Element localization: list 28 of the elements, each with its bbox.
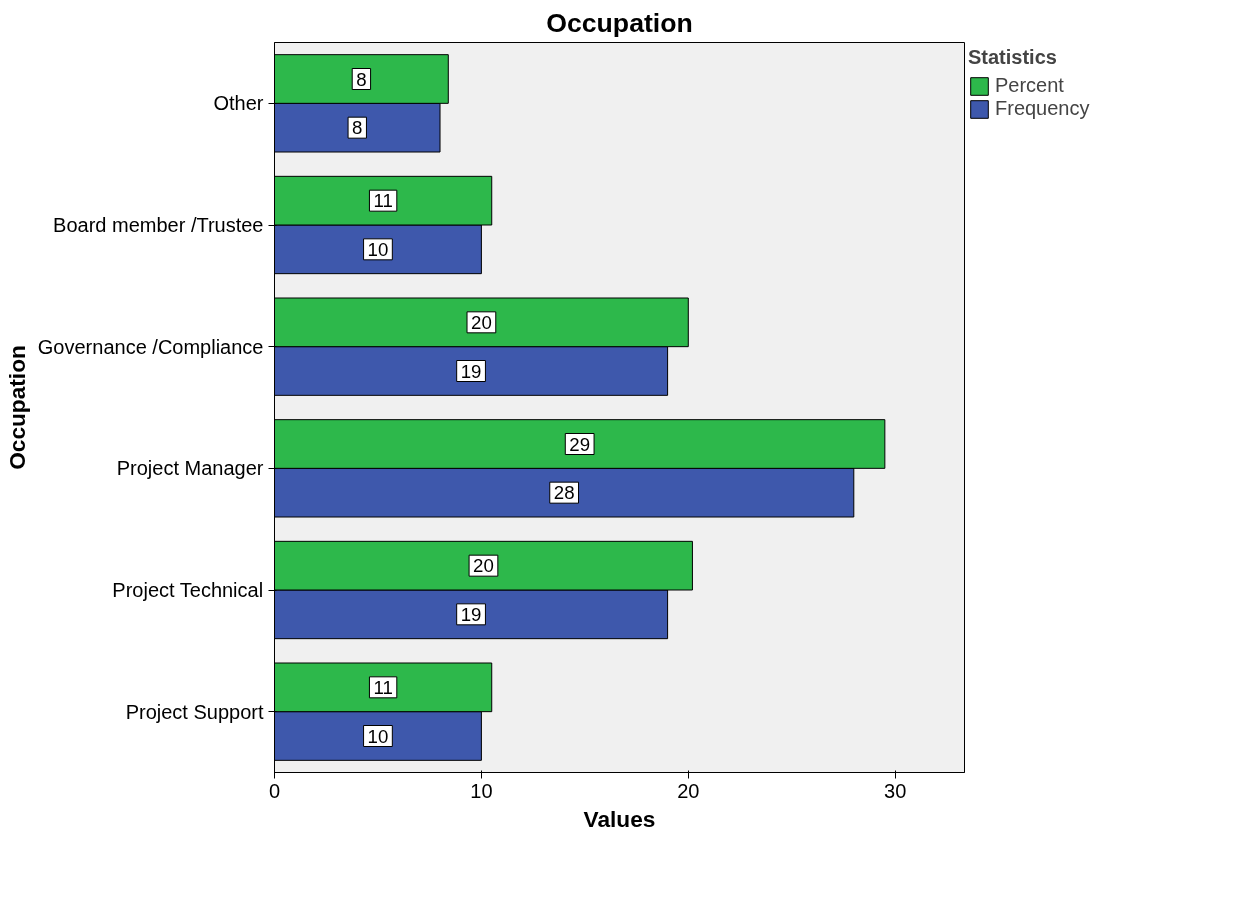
data-label: 11 — [373, 190, 393, 212]
data-label: 8 — [356, 68, 367, 90]
y-tick-label: Governance /Compliance — [37, 335, 264, 358]
y-tick-label: Board member /Trustee — [53, 214, 264, 236]
legend-label: Frequency — [995, 97, 1090, 120]
x-tick-label: 10 — [470, 779, 493, 802]
y-tick-label: Project Manager — [116, 457, 264, 480]
data-label: 20 — [471, 311, 492, 333]
data-label: 20 — [473, 555, 494, 577]
data-label: 8 — [352, 117, 363, 139]
data-label: 11 — [373, 676, 393, 698]
legend-label: Percent — [995, 74, 1064, 97]
data-label: 29 — [569, 433, 591, 455]
x-tick-label: 30 — [884, 779, 907, 802]
y-tick-label: Project Support — [125, 700, 264, 723]
y-tick-label: Project Technical — [112, 579, 264, 601]
data-label: 10 — [367, 238, 389, 260]
data-label: 19 — [460, 360, 482, 382]
x-tick-label: 0 — [268, 779, 281, 802]
y-axis-title: Occupation — [3, 345, 30, 470]
chart-title: Occupation — [546, 7, 693, 38]
data-label: 28 — [553, 482, 575, 504]
x-tick-label: 20 — [677, 779, 700, 802]
data-label: 10 — [367, 725, 389, 747]
data-label: 19 — [460, 603, 482, 625]
x-axis-title: Values — [583, 805, 656, 832]
legend-title: Statistics — [968, 46, 1058, 69]
y-tick-label: Other — [213, 92, 264, 115]
